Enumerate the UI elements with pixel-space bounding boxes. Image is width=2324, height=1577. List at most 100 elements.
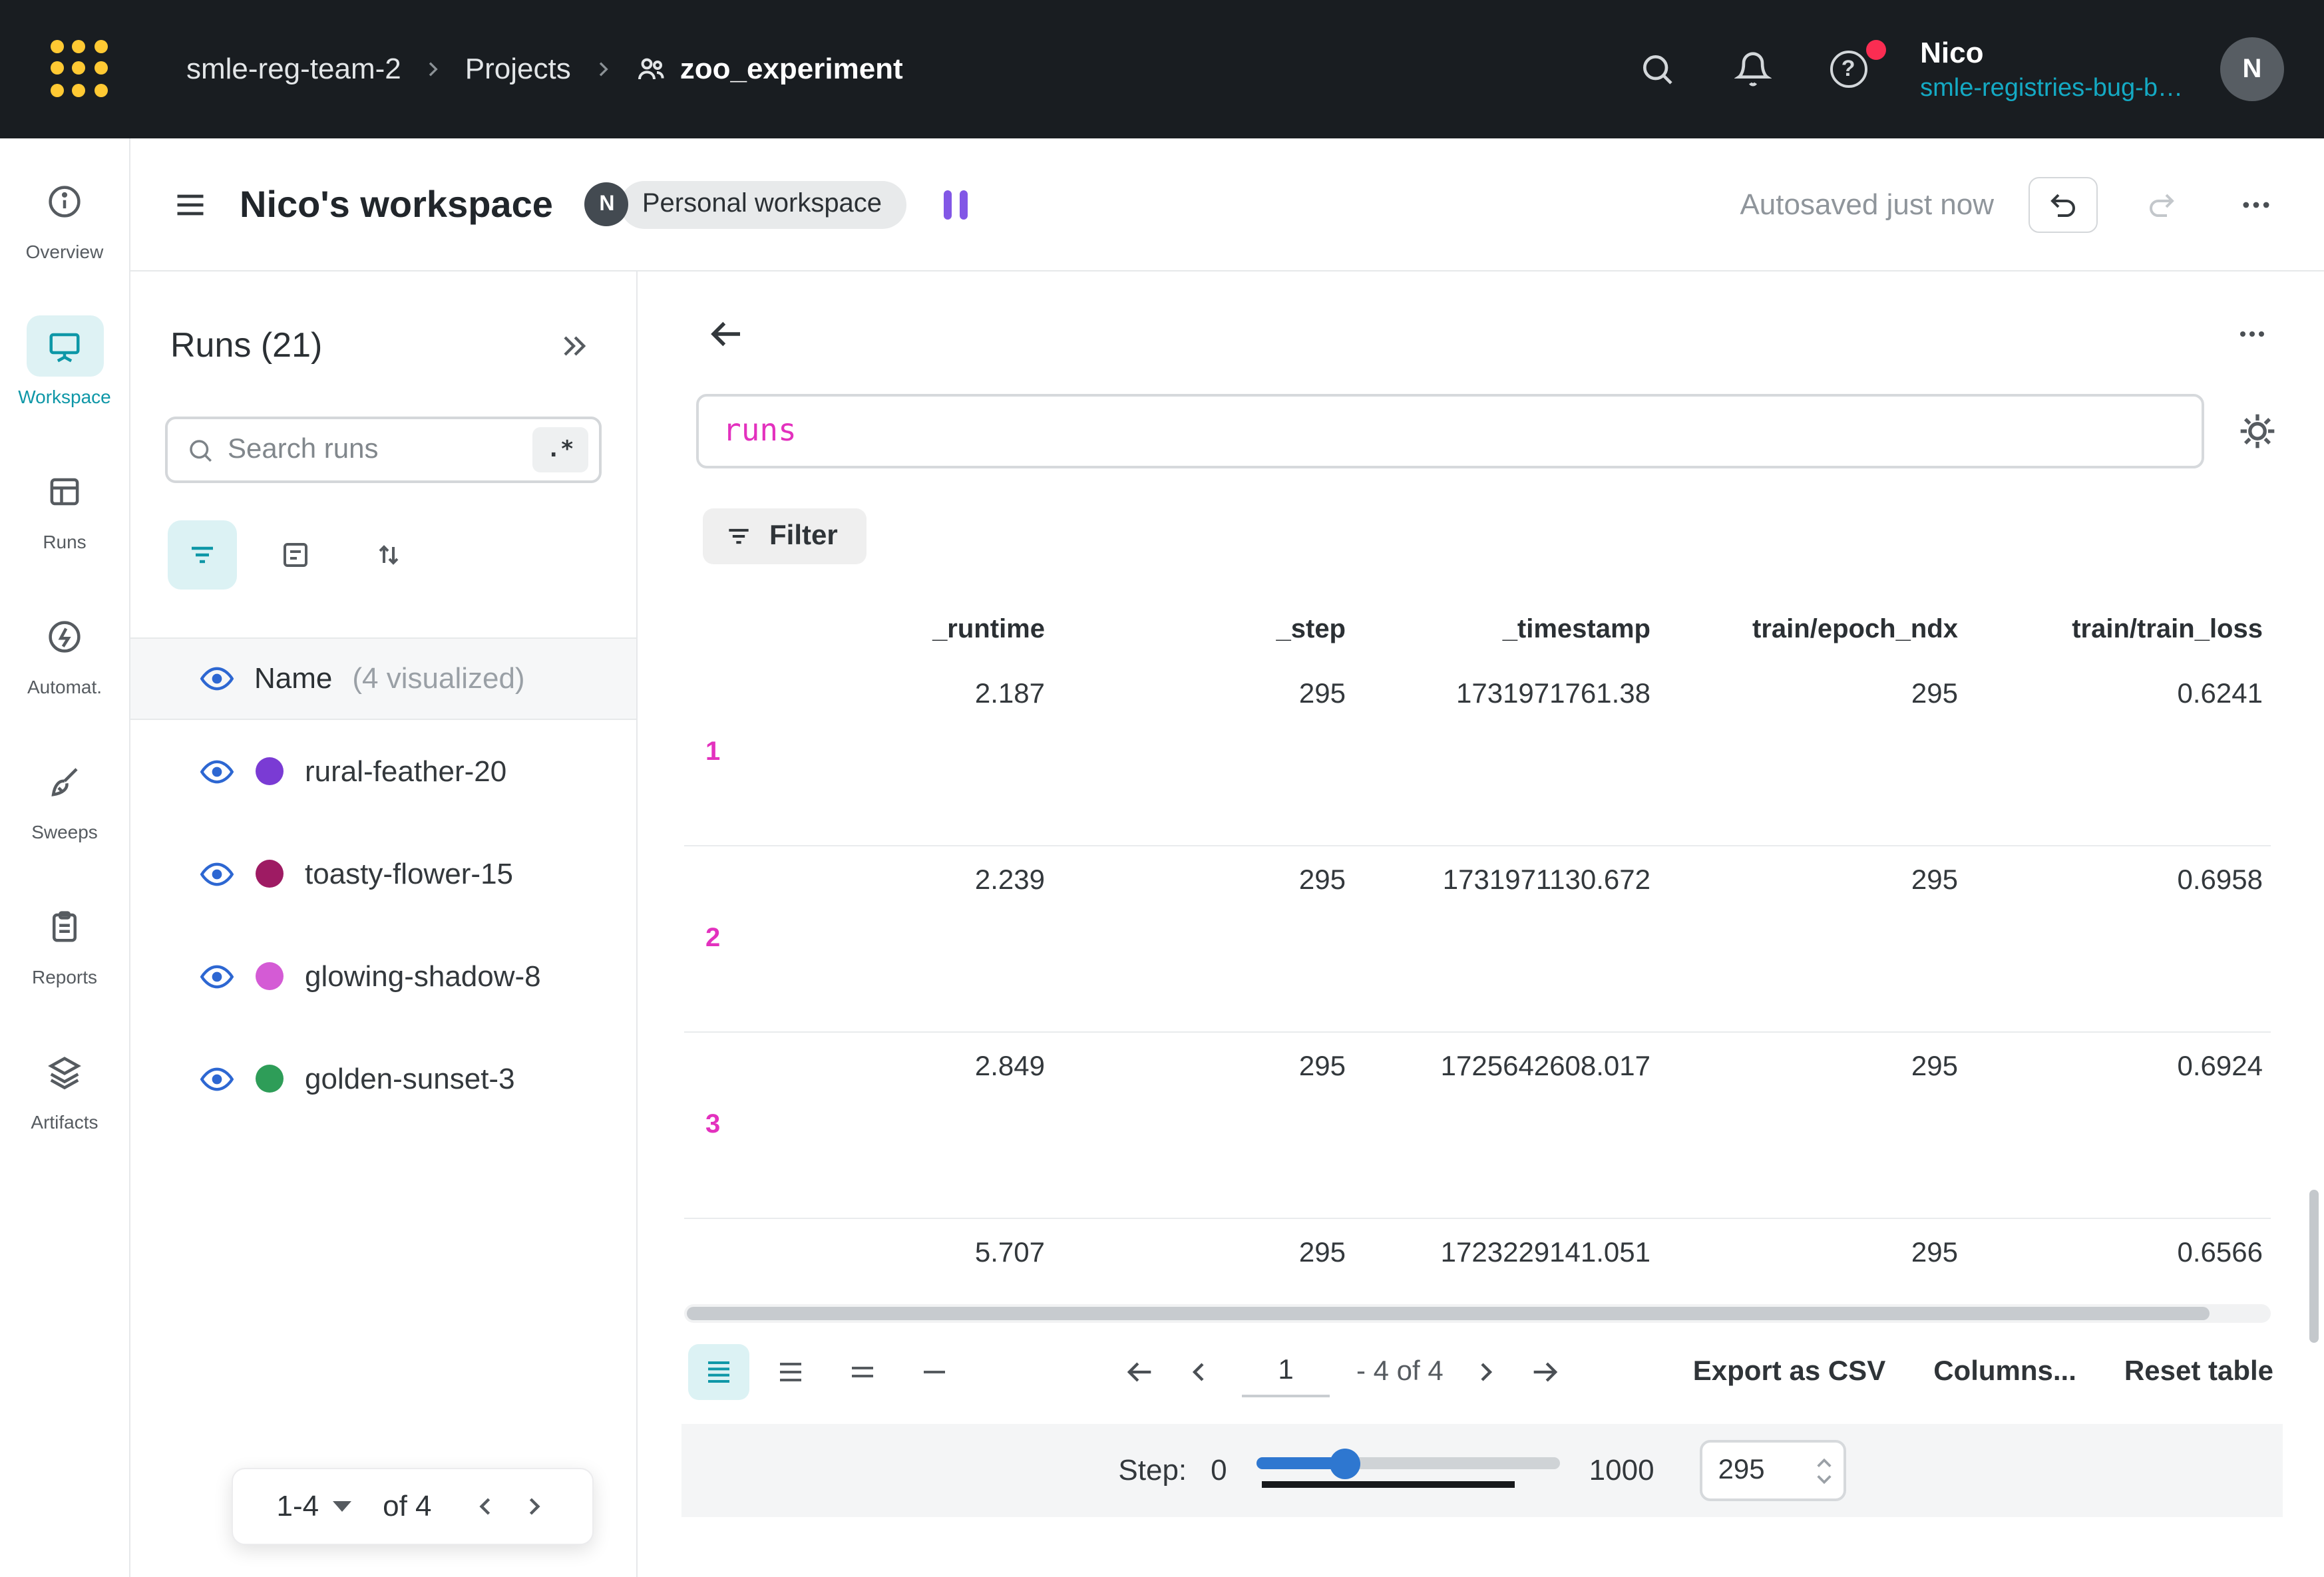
row-index[interactable]: 4 — [684, 1219, 743, 1294]
sidebar-item-workspace[interactable]: Workspace — [2, 315, 127, 407]
column-header[interactable]: train/train_loss — [1966, 599, 2271, 660]
search-runs-input[interactable] — [228, 434, 519, 466]
runs-table: _runtime _step _timestamp train/epoch_nd… — [684, 599, 2271, 1294]
back-arrow-icon[interactable] — [707, 314, 747, 354]
menu-icon[interactable] — [173, 187, 208, 222]
eye-icon[interactable] — [200, 1061, 234, 1096]
header-more-menu-icon[interactable] — [2239, 187, 2273, 222]
redo-button[interactable] — [2127, 176, 2196, 232]
run-name[interactable]: rural-feather-20 — [305, 754, 506, 788]
collapse-panel-icon[interactable] — [556, 328, 591, 363]
slider-track[interactable] — [1257, 1457, 1560, 1469]
run-row[interactable]: golden-sunset-3 — [130, 1027, 636, 1130]
eye-icon[interactable] — [200, 856, 234, 891]
eye-icon[interactable] — [200, 754, 234, 788]
step-value-input[interactable] — [1718, 1455, 1793, 1487]
breadcrumb-project[interactable]: zoo_experiment — [635, 52, 903, 87]
help-icon[interactable]: ? — [1830, 51, 1867, 88]
sidebar-item-sweeps[interactable]: Sweeps — [2, 751, 127, 842]
sidebar-item-artifacts[interactable]: Artifacts — [2, 1041, 127, 1133]
row-index[interactable]: 3 — [684, 1033, 743, 1218]
layers-icon — [26, 1041, 103, 1102]
column-header[interactable]: train/epoch_ndx — [1658, 599, 1966, 660]
breadcrumb: smle-reg-team-2 Projects zoo_experiment — [186, 52, 903, 87]
step-value-box — [1700, 1440, 1846, 1501]
query-input[interactable] — [723, 414, 2178, 448]
step-slider-bar: Step: 0 1000 — [681, 1424, 2283, 1517]
run-name[interactable]: toasty-flower-15 — [305, 856, 513, 891]
wandb-logo-icon[interactable] — [51, 40, 109, 98]
sort-runs-button[interactable] — [354, 520, 423, 590]
regex-toggle-button[interactable]: .* — [532, 427, 588, 472]
table-row[interactable]: 3 2.849 295 1725642608.017 295 0.6924 — [684, 1033, 2271, 1219]
panels-icon[interactable] — [943, 190, 967, 219]
next-page-icon[interactable] — [1470, 1356, 1502, 1388]
breadcrumb-projects[interactable]: Projects — [465, 52, 571, 87]
last-page-icon[interactable] — [1529, 1355, 1563, 1389]
stepper-arrows[interactable] — [1816, 1457, 1833, 1485]
table-cell: 295 — [1053, 846, 1354, 1031]
row-height-large-icon[interactable] — [832, 1344, 893, 1400]
step-slider[interactable] — [1257, 1447, 1560, 1494]
slider-thumb[interactable] — [1330, 1448, 1360, 1479]
gear-icon[interactable] — [2236, 410, 2279, 452]
query-editor — [696, 394, 2204, 468]
scrollbar-thumb[interactable] — [687, 1307, 2210, 1320]
next-page-icon[interactable] — [520, 1492, 549, 1521]
avatar[interactable]: N — [2220, 37, 2284, 101]
table-row[interactable]: 4 5.707 295 1723229141.051 295 0.6566 — [684, 1219, 2271, 1294]
sidebar-item-overview[interactable]: Overview — [2, 170, 127, 262]
eye-icon[interactable] — [200, 959, 234, 993]
index-column-header — [684, 599, 743, 660]
search-icon[interactable] — [1638, 51, 1675, 88]
prev-page-icon[interactable] — [472, 1492, 501, 1521]
run-row[interactable]: toasty-flower-15 — [130, 822, 636, 925]
column-header[interactable]: _timestamp — [1354, 599, 1658, 660]
vertical-scrollbar[interactable] — [2309, 1190, 2319, 1343]
chevron-right-icon — [592, 59, 614, 80]
export-csv-button[interactable]: Export as CSV — [1693, 1356, 1885, 1388]
prev-page-icon[interactable] — [1183, 1356, 1215, 1388]
row-index[interactable]: 2 — [684, 846, 743, 1031]
column-header[interactable]: _step — [1053, 599, 1354, 660]
user-block[interactable]: Nico smle-registries-bug-b… — [1920, 35, 2183, 103]
info-icon — [26, 170, 103, 232]
table-row[interactable]: 1 2.187 295 1731971761.38 295 0.6241 — [684, 660, 2271, 846]
run-display-settings-button[interactable] — [261, 520, 330, 590]
run-row[interactable]: glowing-shadow-8 — [130, 925, 636, 1027]
run-name[interactable]: golden-sunset-3 — [305, 1061, 515, 1096]
run-row[interactable]: rural-feather-20 — [130, 720, 636, 822]
reset-table-button[interactable]: Reset table — [2124, 1356, 2273, 1388]
page-range-dropdown[interactable]: 1-4 — [277, 1489, 319, 1524]
table-row[interactable]: 2 2.239 295 1731971130.672 295 0.6958 — [684, 846, 2271, 1033]
page-number-input[interactable] — [1242, 1347, 1330, 1397]
columns-button[interactable]: Columns... — [1933, 1356, 2076, 1388]
filter-button[interactable]: Filter — [703, 508, 867, 564]
first-page-icon[interactable] — [1122, 1355, 1157, 1389]
sidebar-item-runs[interactable]: Runs — [2, 460, 127, 552]
sidebar-item-reports[interactable]: Reports — [2, 896, 127, 987]
sidebar-item-automations[interactable]: Automat. — [2, 606, 127, 697]
row-height-xlarge-icon[interactable] — [904, 1344, 965, 1400]
run-name[interactable]: glowing-shadow-8 — [305, 959, 541, 993]
table-cell: 295 — [1053, 1219, 1354, 1294]
workspace-owner-chip[interactable]: N Personal workspace — [585, 180, 906, 228]
row-height-medium-icon[interactable] — [760, 1344, 821, 1400]
row-index[interactable]: 1 — [684, 660, 743, 845]
bell-icon[interactable] — [1734, 51, 1771, 88]
table-cell: 0.6924 — [1966, 1033, 2271, 1218]
filter-runs-button[interactable] — [168, 520, 237, 590]
horizontal-scrollbar[interactable] — [684, 1304, 2271, 1323]
table-cell: 0.6566 — [1966, 1219, 2271, 1294]
panel-more-menu-icon[interactable] — [2236, 318, 2268, 350]
breadcrumb-team[interactable]: smle-reg-team-2 — [186, 52, 401, 87]
undo-button[interactable] — [2029, 176, 2098, 232]
slider-fill — [1257, 1457, 1346, 1469]
table-cell: 295 — [1658, 846, 1966, 1031]
column-header[interactable]: _runtime — [743, 599, 1053, 660]
user-org-link[interactable]: smle-registries-bug-b… — [1920, 74, 2183, 103]
run-color-dot — [256, 757, 284, 785]
eye-icon[interactable] — [200, 661, 234, 696]
autosave-status: Autosaved just now — [1740, 187, 1994, 222]
row-height-compact-icon[interactable] — [688, 1344, 749, 1400]
